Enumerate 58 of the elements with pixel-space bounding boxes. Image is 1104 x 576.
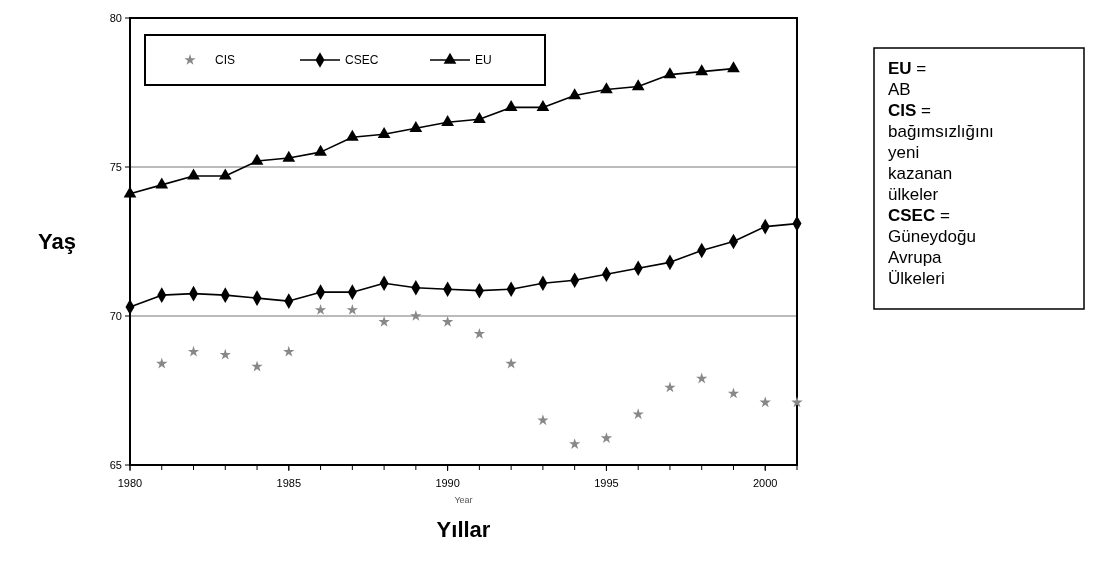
point [123,186,137,198]
point [568,438,581,449]
point [219,348,231,360]
y-tick-label: 65 [109,458,122,471]
point [346,304,359,315]
point [441,315,454,327]
point [378,315,390,327]
point [727,61,740,73]
legend-label: CIS [215,53,236,68]
point [314,144,327,156]
point [631,79,645,91]
point [155,177,169,189]
point [377,126,391,138]
y-axis-title: Yaş [38,229,76,255]
point [156,357,168,369]
point [504,100,518,112]
point [187,345,200,357]
point [600,82,613,94]
point [664,381,676,393]
point [441,114,454,126]
point [696,372,708,384]
point [727,387,740,399]
y-tick-label: 70 [109,309,122,322]
text: CIS = bağımsızlığını yeni kazanan ülkeler [888,101,994,204]
point [600,432,613,444]
point [568,88,582,100]
point [282,150,296,162]
point [187,168,200,180]
point [473,327,486,339]
point [283,345,295,357]
point [314,304,327,315]
point [695,64,709,76]
point [505,357,517,369]
y-tick-label: 80 [109,11,122,24]
x-tick-label: 1985 [276,477,302,489]
point [663,67,677,79]
point [759,396,771,408]
point [251,360,263,372]
y-tick-label: 75 [109,160,122,173]
x-axis-title: Yıllar [436,517,491,542]
point [250,153,264,165]
x-tick-label: 1980 [117,477,143,489]
point [218,168,232,180]
x-tick-label: 1995 [594,477,619,489]
point [537,414,549,426]
legend-label: CSEC [345,53,379,68]
point [473,111,486,123]
point [345,129,359,141]
x-tick-label: 2000 [753,477,778,489]
text: Year [454,495,473,505]
x-tick-label: 1990 [435,477,460,489]
point [632,408,644,420]
legend-label: EU [475,53,492,68]
point [410,310,422,321]
point [409,120,423,132]
text: CSEC = Güneydoğu Avrupa Ülkeleri [888,206,976,288]
text: EU = AB [888,59,927,99]
point [536,100,550,112]
